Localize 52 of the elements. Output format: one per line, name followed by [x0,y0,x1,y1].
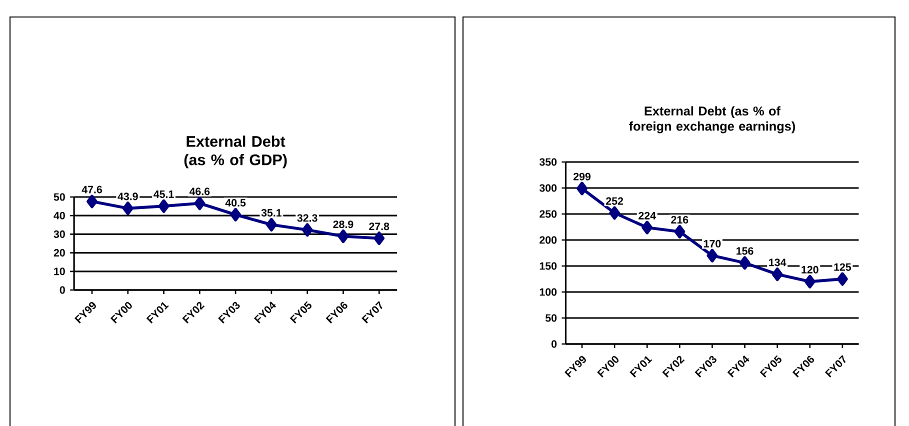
data-label: 156 [736,247,754,255]
data-label: 32.3 [297,214,318,222]
data-label: 299 [573,172,591,180]
point [194,196,206,210]
y-tick-label: 30 [54,230,65,238]
data-label: 40.5 [225,198,246,207]
point [374,231,385,246]
data-label: 252 [606,197,624,205]
data-label: 224 [638,212,656,220]
point [338,229,349,244]
point [836,272,848,286]
data-label: 216 [671,216,688,224]
point [772,268,783,282]
y-tick-label: 200 [540,236,557,244]
point [576,182,588,196]
point [122,202,134,216]
y-tick-label: 0 [552,340,557,348]
data-label: 43.9 [118,192,138,200]
data-label: 35.1 [261,209,282,217]
y-tick-label: 300 [539,184,557,192]
y-tick-label: 0 [60,286,65,294]
chart-title: External Debt (as % of GDP) [184,136,287,168]
data-label: 45.1 [154,190,174,198]
point [739,256,750,270]
point [86,194,98,208]
y-tick-label: 10 [54,268,65,276]
data-label: 170 [704,240,721,248]
point [609,206,620,220]
chart-title: External Debt (as % of foreign exchange earnings) [629,106,795,134]
data-label: 125 [834,263,852,271]
y-tick-label: 20 [54,249,65,257]
y-tick-label: 50 [54,193,65,201]
y-tick-label: 50 [545,314,557,322]
data-label: 46.6 [189,188,210,196]
y-tick-label: 100 [540,288,557,296]
point [230,208,242,222]
y-tick-label: 40 [54,212,65,220]
point [158,199,170,213]
data-label: 28.9 [333,220,354,228]
data-label: 134 [769,258,786,266]
data-label: 120 [802,266,818,274]
point [642,220,653,234]
data-label: 27.8 [369,222,390,230]
data-label: 47.6 [82,186,102,194]
y-tick-label: 250 [540,210,557,218]
y-tick-label: 150 [540,262,557,270]
point [804,274,816,288]
point [674,224,686,238]
point [302,223,313,237]
point [266,218,277,232]
point [706,248,718,262]
y-tick-label: 350 [539,158,557,166]
